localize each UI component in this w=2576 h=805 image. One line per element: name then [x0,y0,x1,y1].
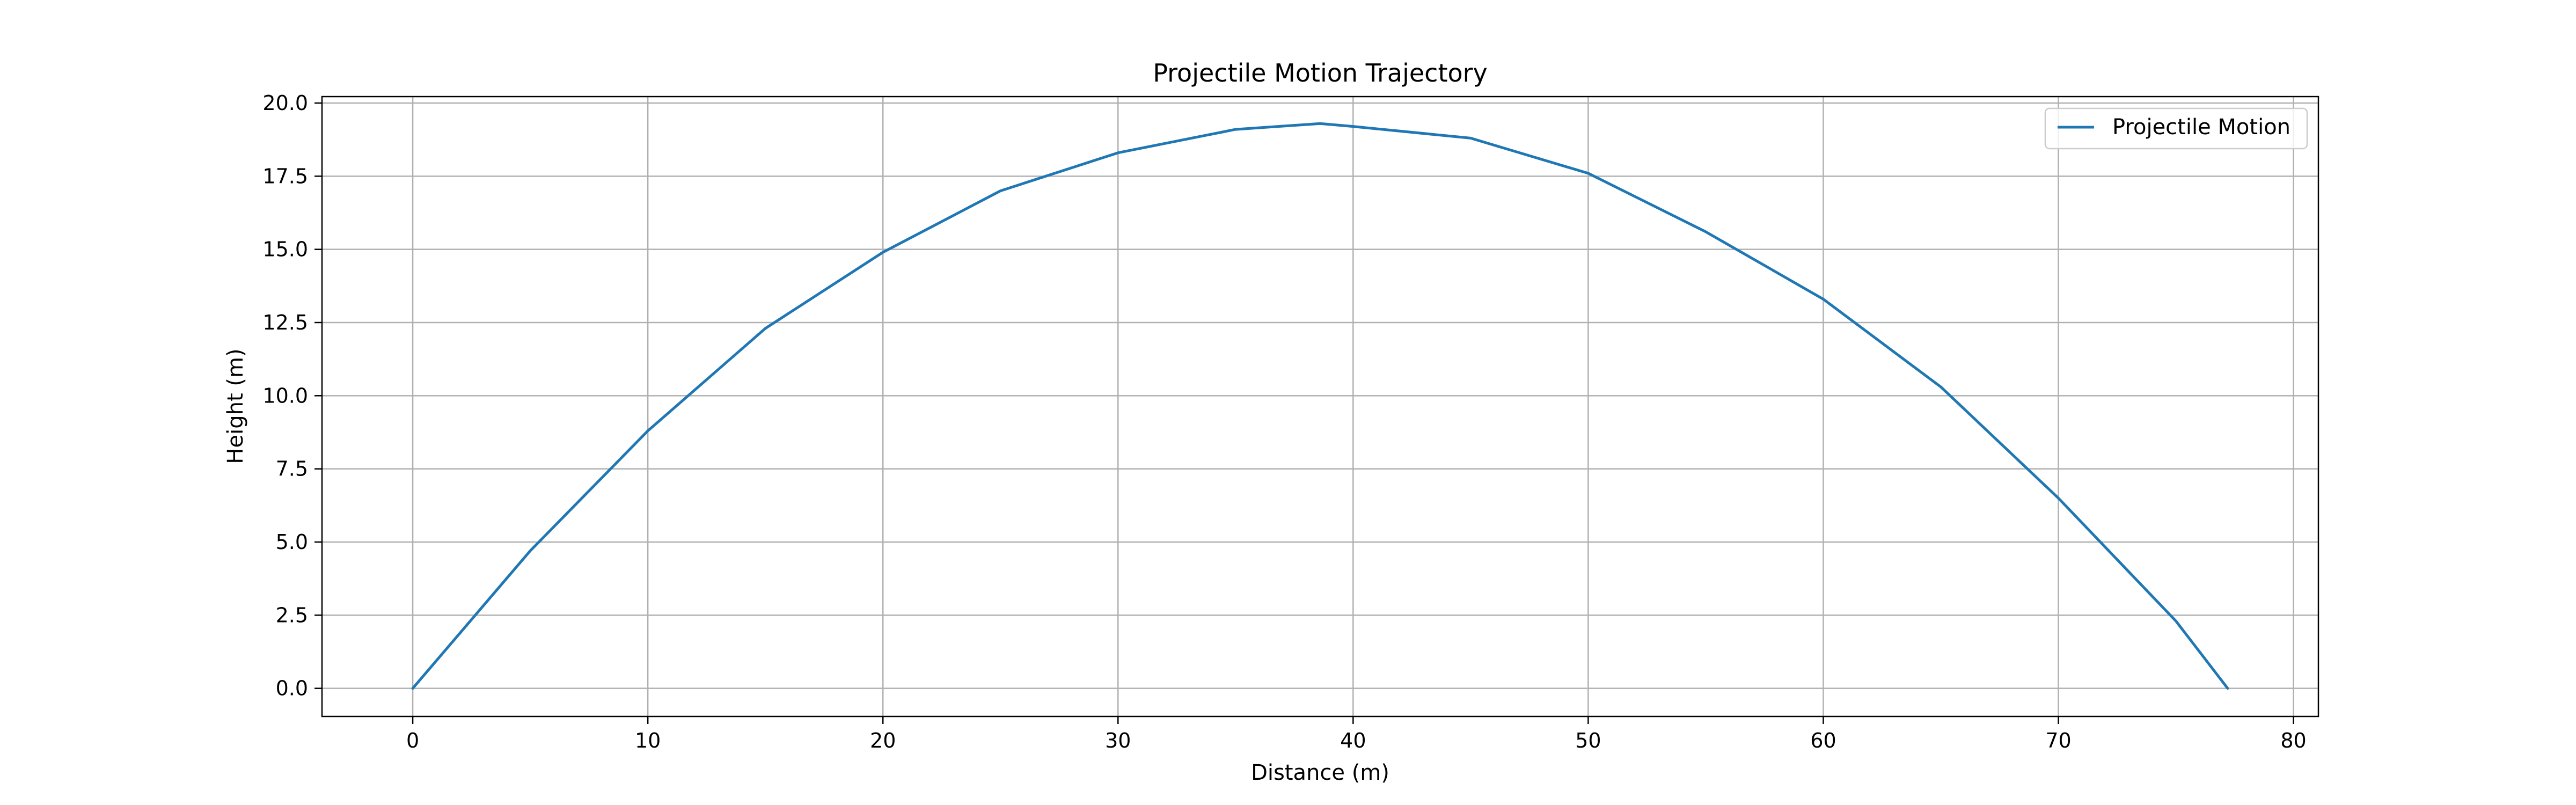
x-tick-label: 60 [1810,729,1836,752]
x-tick-label: 70 [2045,729,2071,752]
series-line-projectile-motion [411,122,2229,690]
y-tick-label: 20.0 [262,91,308,115]
chart-title: Projectile Motion Trajectory [1153,58,1488,87]
x-tick-label: 80 [2280,729,2306,752]
y-axis-label: Height (m) [223,348,248,464]
y-tick-label: 0.0 [276,677,308,700]
y-tick-label: 17.5 [262,164,308,188]
y-tick-label: 12.5 [262,311,308,334]
plot-area-background [322,97,2318,716]
x-axis-label: Distance (m) [1251,760,1389,785]
y-tick-label: 15.0 [262,238,308,261]
legend: Projectile Motion [2044,107,2308,150]
y-tick-label: 5.0 [276,530,308,554]
x-tick-label: 30 [1105,729,1131,752]
x-tick-label: 40 [1340,729,1366,752]
grid-layer [322,97,2318,716]
legend-box [2044,107,2308,150]
y-tick-label: 7.5 [276,457,308,481]
x-tick-label: 50 [1575,729,1601,752]
legend-label: Projectile Motion [2112,115,2290,140]
tick-layer: 0 10 20 30 40 50 60 70 80 0.0 2.5 5.0 7.5 10.0 12.5 15.… [262,91,2306,752]
y-tick-label: 2.5 [276,603,308,627]
x-tick-label: 20 [870,729,896,752]
x-tick-label: 10 [635,729,661,752]
y-tick-label: 10.0 [262,384,308,407]
x-tick-label: 0 [406,729,419,752]
plot-frame [321,96,2319,718]
series-layer [411,122,2229,690]
